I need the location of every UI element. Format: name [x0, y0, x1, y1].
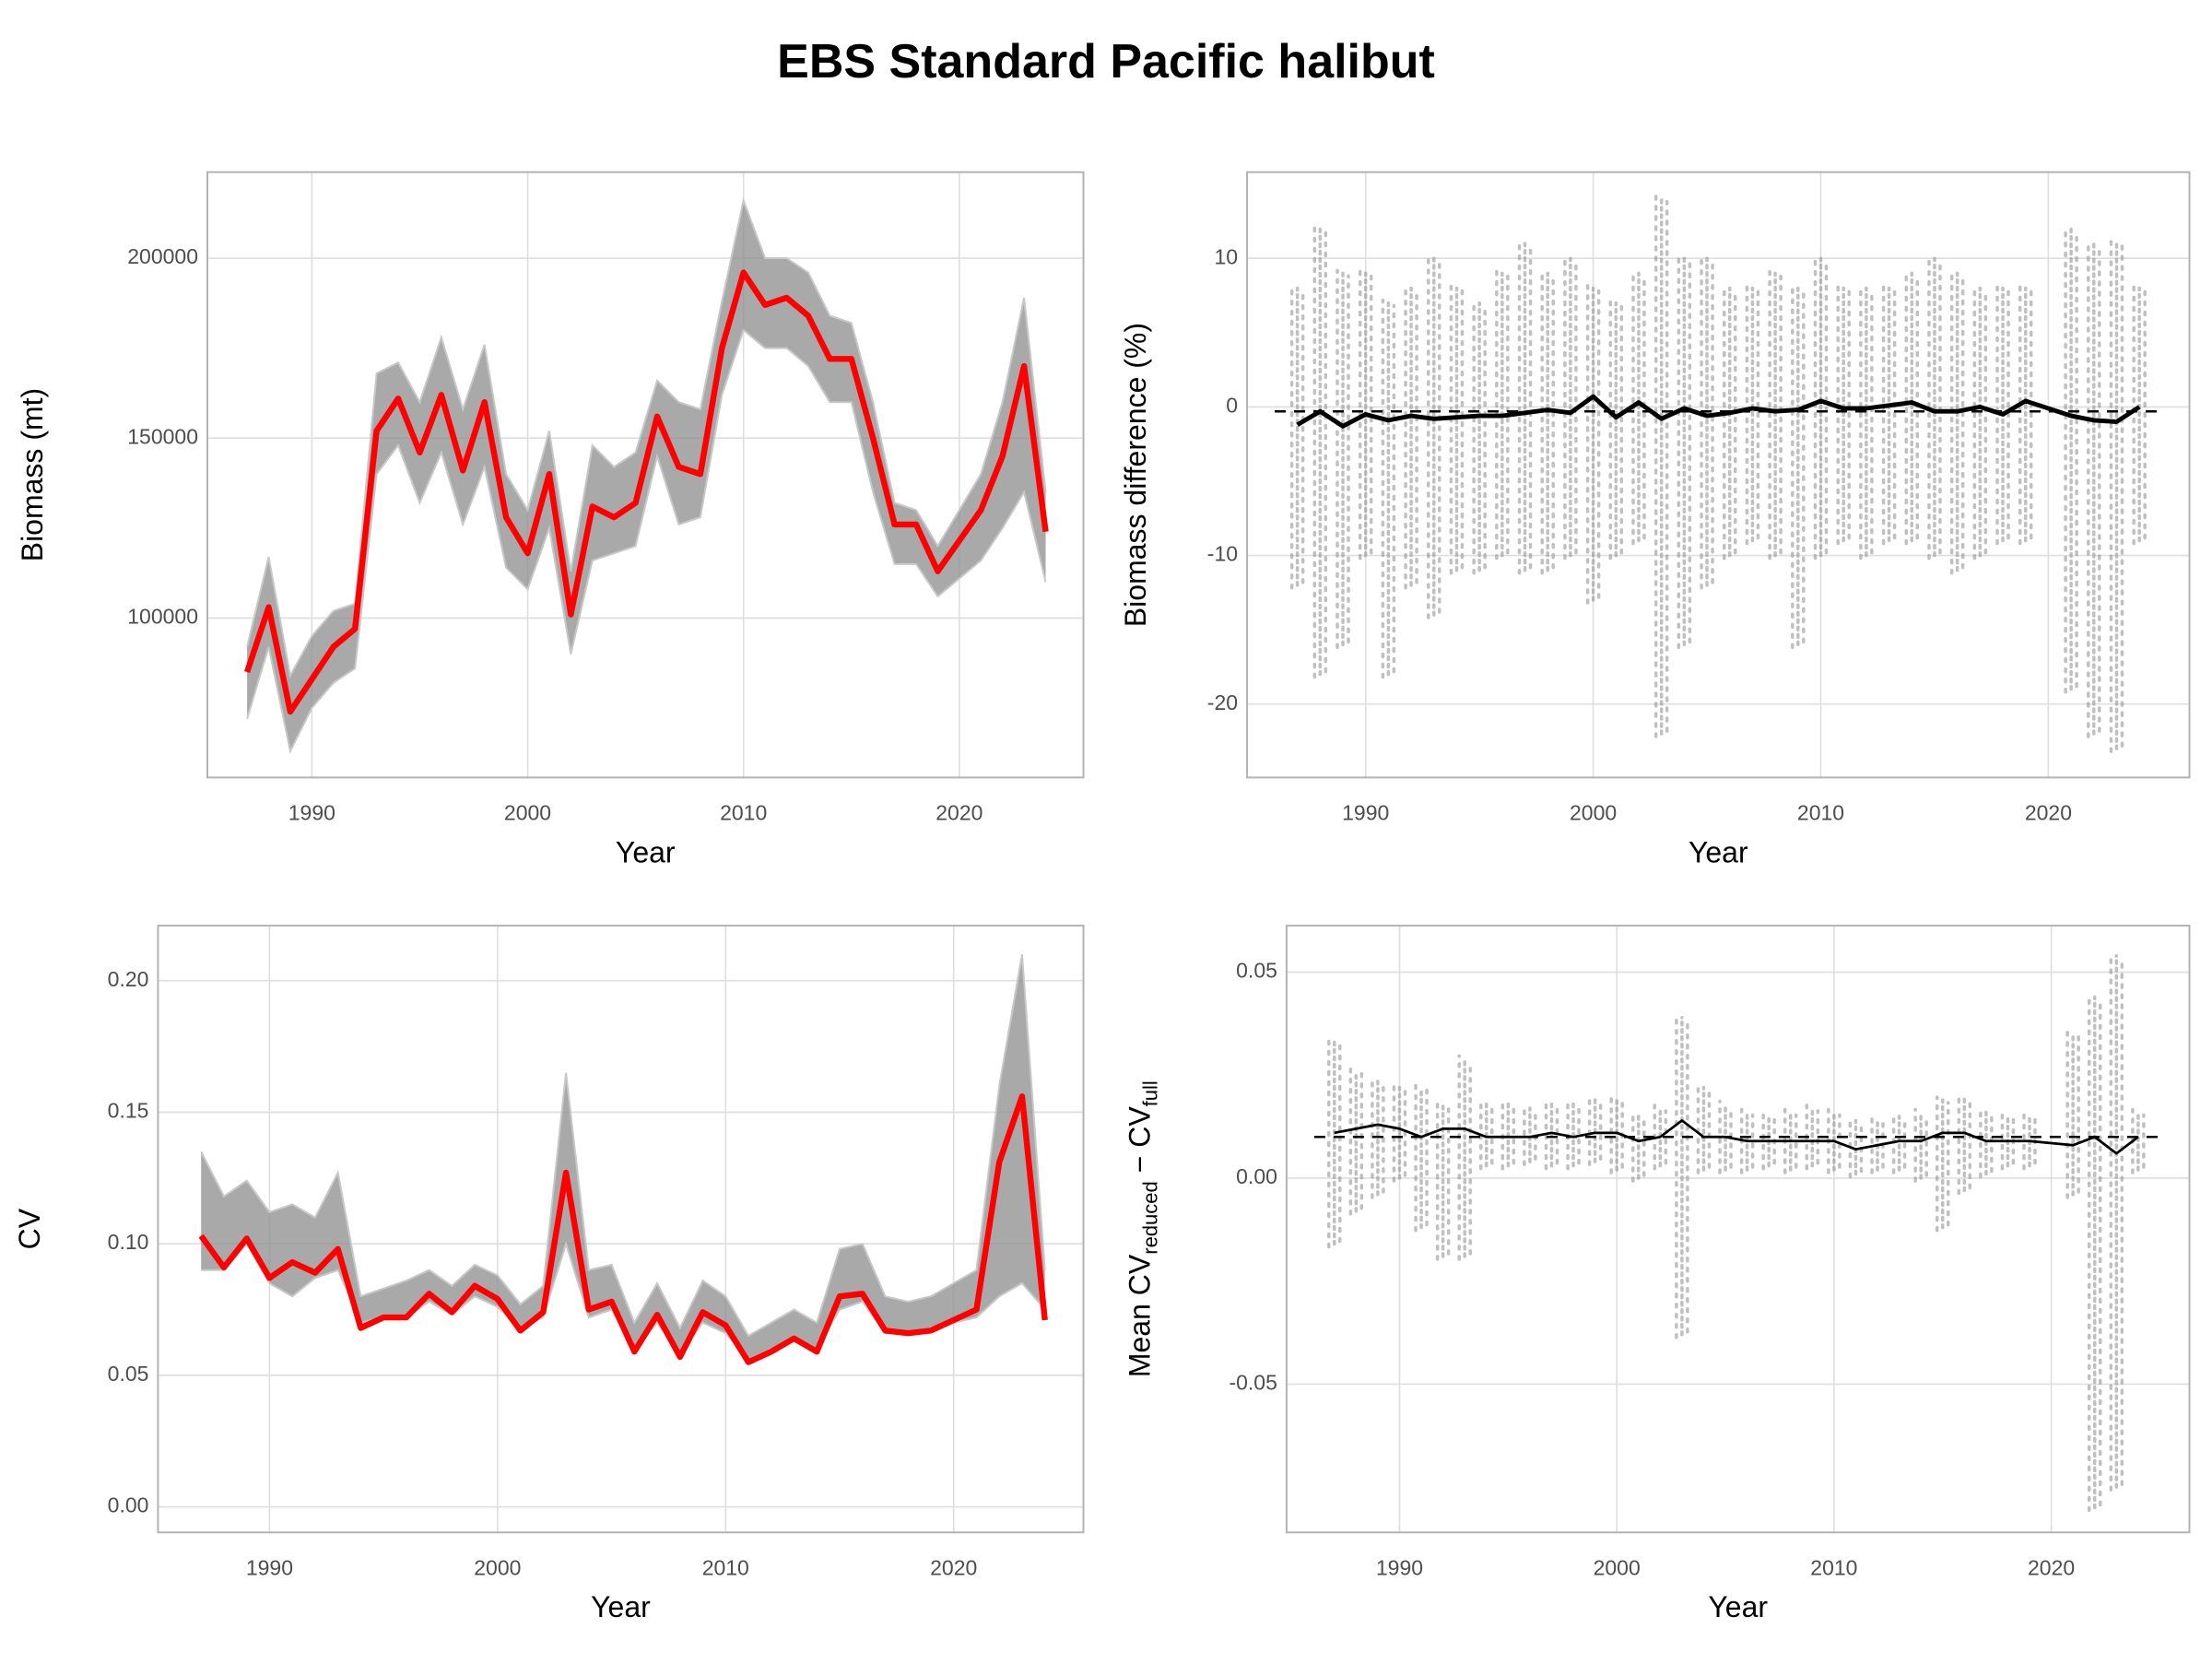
envelope-lower [246, 328, 1047, 754]
series-line [198, 1093, 1048, 1365]
y-axis-title-part: − CV [1123, 1106, 1156, 1182]
y-axis-title: CV [13, 1208, 46, 1249]
figure-title: EBS Standard Pacific halibut [777, 35, 1435, 89]
panel: 1990 2000 2010 2020 -20 -10 0 10 Year Biomass dif… [1119, 171, 2191, 868]
envelope-upper [246, 197, 1047, 679]
panel-border [1285, 925, 2191, 1534]
x-axis-title: Year [616, 835, 676, 868]
y-tick-label: 0.00 [1236, 1164, 1277, 1188]
y-tick-label: 0.00 [108, 1493, 149, 1517]
envelope-upper [200, 954, 1046, 1338]
panel: 1990 2000 2010 2020 100000 150000 200000 Year Bi… [16, 171, 1085, 868]
y-tick-label: 10 [1214, 244, 1238, 268]
panel-border [157, 925, 1085, 1534]
y-tick-label: -20 [1207, 690, 1238, 714]
x-tick-label: 2020 [930, 1555, 977, 1579]
x-tick-label: 1990 [1376, 1555, 1423, 1579]
x-tick-label: 2000 [504, 800, 551, 824]
series-line [1334, 1119, 2139, 1155]
y-tick-label: 100000 [127, 605, 198, 629]
x-tick-label: 2010 [1810, 1555, 1857, 1579]
y-axis-title-part: Mean CV [1123, 1254, 1156, 1377]
x-axis-title: Year [1688, 835, 1748, 868]
series-line [244, 269, 1049, 715]
y-tick-label: 0.20 [108, 967, 149, 991]
y-tick-label: 0.05 [108, 1362, 149, 1386]
x-tick-label: 2010 [702, 1555, 749, 1579]
x-tick-label: 1990 [246, 1555, 293, 1579]
y-tick-label: 200000 [127, 244, 198, 268]
y-tick-label: 0.05 [1236, 959, 1277, 983]
x-tick-label: 2020 [2025, 800, 2072, 824]
y-axis-title-subscript: reduced [1138, 1181, 1161, 1255]
x-tick-label: 1990 [1342, 800, 1389, 824]
series-line [1296, 394, 2141, 429]
x-axis-title: Year [591, 1590, 651, 1623]
y-axis-title-subscript: full [1138, 1080, 1161, 1106]
y-tick-label: -0.05 [1229, 1370, 1277, 1394]
x-tick-label: 2000 [474, 1555, 521, 1579]
x-tick-label: 2020 [935, 800, 982, 824]
panel-border [206, 171, 1085, 779]
x-tick-label: 2000 [1594, 1555, 1641, 1579]
y-axis-title: Biomass difference (%) [1119, 323, 1152, 627]
panel: 1990 2000 2010 2020 -0.05 0.00 0.05 Year Mean CV… [1123, 925, 2191, 1623]
x-tick-label: 2010 [720, 800, 767, 824]
panel-border [1246, 171, 2191, 779]
y-axis-title: Mean CVreduced − CVfull [1123, 1080, 1161, 1377]
y-tick-label: 0.15 [108, 1099, 149, 1123]
x-tick-label: 2020 [2028, 1555, 2075, 1579]
x-axis-title: Year [1708, 1590, 1768, 1623]
y-tick-label: 150000 [127, 424, 198, 448]
panel: 1990 2000 2010 2020 0.00 0.05 0.10 0.15 0.20 Year… [13, 925, 1085, 1623]
x-tick-label: 2000 [1570, 800, 1617, 824]
y-tick-label: -10 [1207, 542, 1238, 566]
y-tick-label: 0 [1226, 393, 1238, 417]
panel-background [1286, 926, 2190, 1533]
y-axis-title: Biomass (mt) [16, 388, 49, 561]
y-tick-label: 0.10 [108, 1230, 149, 1254]
x-tick-label: 2010 [1797, 800, 1844, 824]
envelope-fill [247, 200, 1046, 751]
x-tick-label: 1990 [288, 800, 335, 824]
